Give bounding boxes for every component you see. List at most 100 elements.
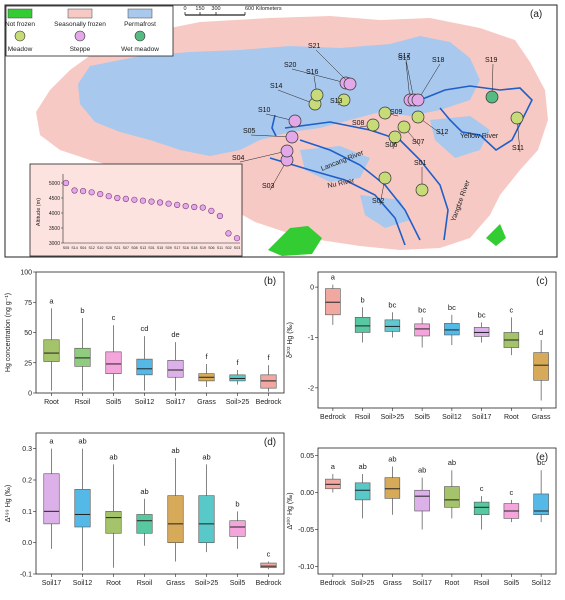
significance-letter: ab: [171, 446, 179, 455]
box-grass: [384, 477, 401, 499]
site-marker-s02: [378, 171, 392, 185]
inset-x-tick-label: S07: [123, 246, 129, 250]
inset-x-tick-label: S17: [174, 246, 180, 250]
inset-y-tick-label: 4000: [49, 211, 60, 217]
y-tick-label: 0: [310, 285, 314, 292]
inset-x-tick-label: S08: [131, 246, 137, 250]
inset-point: [199, 204, 206, 211]
site-leader-line: [417, 63, 441, 101]
inset-frame: [29, 163, 243, 257]
y-tick-label: 0.3: [22, 446, 32, 453]
inset-x-tick-label: S04: [80, 246, 86, 250]
box-soil25: [198, 495, 215, 543]
site-marker-s13: [337, 93, 351, 107]
site-label-s19: S19: [485, 57, 498, 64]
inset-x-tick-label: S09: [165, 246, 171, 250]
x-tick-label: Bedrock: [320, 414, 346, 421]
site-label-s20: S20: [284, 62, 297, 69]
box-soil5: [229, 520, 246, 537]
significance-letter: f: [205, 352, 208, 361]
site-label-s05: S05: [243, 128, 256, 135]
scale-label: 0: [183, 6, 186, 12]
inset-point: [79, 188, 87, 195]
not-frozen-region: [486, 224, 506, 246]
site-label-s21: S21: [308, 43, 321, 50]
significance-letter: ab: [140, 487, 148, 496]
significance-letter: a: [49, 296, 54, 305]
site-marker-s21: [343, 77, 357, 91]
site-marker-s08: [366, 118, 380, 132]
x-tick-label: Root: [106, 580, 121, 587]
legend-label: Meadow: [8, 46, 33, 53]
significance-letter: c: [510, 305, 514, 314]
box-soil17: [167, 360, 184, 378]
significance-letter: c: [480, 484, 484, 493]
x-tick-label: Soil17: [42, 580, 62, 587]
site-label-s07: S07: [412, 139, 425, 146]
box-soil17: [414, 489, 430, 512]
site-marker-s04: [280, 144, 294, 158]
x-tick-label: Soil12: [442, 414, 462, 421]
map-legend: Not frozen Seasonally frozen Permafrost Mea…: [5, 5, 174, 57]
site-label-s16: S16: [306, 69, 319, 76]
x-tick-label: Bedrock: [256, 580, 282, 587]
x-tick-label: Soil12: [73, 580, 93, 587]
x-tick-label: Soil17: [472, 414, 492, 421]
inset-y-tick-label: 3500: [49, 226, 60, 232]
significance-letter: bc: [418, 305, 426, 314]
inset-point: [62, 179, 70, 187]
x-tick-label: Soil>25: [226, 399, 250, 406]
legend-marker: [134, 30, 146, 42]
y-axis-label: δ²⁰² Hg (‰): [286, 322, 294, 358]
significance-letter: b: [361, 295, 365, 304]
scale-label: 600 Kilometers: [245, 6, 282, 12]
box-root: [444, 486, 460, 508]
river-label-yellow: Yellow River: [460, 133, 499, 140]
x-tick-label: Soil17: [166, 399, 186, 406]
box-root: [105, 511, 122, 534]
plot-frame: [35, 271, 285, 394]
significance-letter: cd: [141, 324, 149, 333]
inset-point: [88, 189, 95, 196]
significance-letter: c: [267, 549, 271, 558]
x-tick-label: Root: [504, 414, 519, 421]
x-tick-label: Soil>25: [351, 580, 375, 587]
x-tick-label: Soil5: [504, 580, 520, 587]
x-tick-label: Rsoil: [474, 580, 490, 587]
inset-point: [122, 195, 129, 202]
inset-x-tick-label: S14: [71, 246, 77, 250]
significance-letter: ab: [358, 462, 366, 471]
box-bedrock: [260, 562, 277, 569]
y-tick-label: 50: [24, 330, 32, 337]
x-tick-label: Soil5: [106, 399, 122, 406]
x-tick-label: Rsoil: [137, 580, 153, 587]
x-tick-label: Grass: [197, 399, 216, 406]
significance-letter: f: [236, 358, 239, 367]
significance-letter: a: [331, 462, 336, 471]
plot-frame: [317, 447, 557, 575]
inset-x-tick-label: S01: [148, 246, 154, 250]
x-tick-label: Bedrock: [256, 399, 282, 406]
x-tick-label: Soil5: [230, 580, 246, 587]
inset-x-tick-label: S03: [234, 246, 240, 250]
panel-d-boxplot: -0.1 0.0 0.1 0.2 0.3 Δ¹⁹⁹ Hg (‰) (d) a Soil17 ab S…: [5, 432, 285, 587]
box-soil12: [533, 493, 549, 516]
y-tick-label: 0.05: [300, 453, 314, 460]
y-tick-label: 0.0: [22, 540, 32, 547]
inset-x-tick-label: S18: [191, 246, 197, 250]
y-tick-label: -2: [308, 385, 314, 392]
legend-label: Steppe: [70, 46, 91, 53]
permafrost-region: [78, 36, 480, 156]
inset-point: [191, 203, 198, 211]
inset-x-tick-label: S06: [208, 246, 214, 250]
significance-letter: ab: [388, 455, 396, 464]
site-marker-s06: [388, 130, 402, 144]
y-tick-label: 25: [24, 360, 32, 367]
legend-label: Wet meadow: [121, 46, 159, 53]
box-soil5: [105, 351, 122, 374]
inset-point: [131, 196, 138, 203]
site-leader-line: [239, 150, 288, 163]
significance-letter: bc: [448, 303, 456, 312]
significance-letter: f: [267, 353, 270, 362]
